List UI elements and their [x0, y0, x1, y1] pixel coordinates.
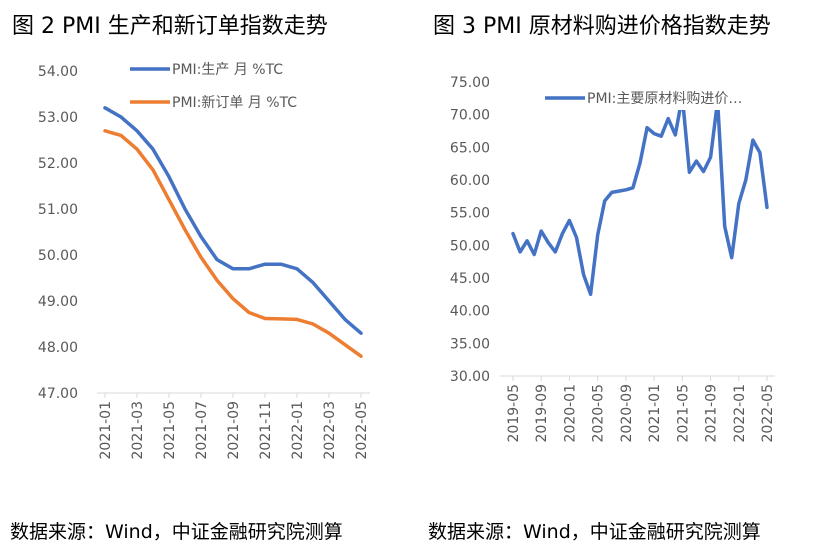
legend-label-1: PMI:生产 月 %TC: [172, 62, 283, 78]
x-tick-label-left: 2021-03: [130, 401, 146, 460]
series-line-raw-material: [511, 94, 769, 297]
chart-title-right: 图 3 PMI 原材料购进价格指数走势: [433, 14, 771, 39]
x-tick-label-right: 2020-05: [591, 384, 607, 443]
series-line-1: [103, 106, 363, 335]
x-tick-label-right: 2019-05: [506, 384, 522, 443]
y-tick-label-left: 47.00: [38, 386, 78, 402]
y-tick-label-left: 53.00: [38, 110, 78, 126]
y-tick-label-left: 51.00: [38, 202, 78, 218]
y-tick-label-right: 40.00: [450, 304, 490, 320]
chart-raw-material-price: 75.00 70.00 65.00 60.00 55.00 50.00 45.00 40.00…: [449, 75, 779, 443]
x-tick-label-left: 2021-01: [98, 401, 114, 460]
y-tick-label-left: 48.00: [38, 340, 78, 356]
x-tick-label-right: 2021-01: [647, 384, 663, 443]
legend-label-raw-material: PMI:主要原材料购进价…: [587, 91, 742, 107]
x-tick-label-right: 2020-09: [619, 384, 635, 443]
x-tick-label-left: 2022-01: [290, 401, 306, 460]
x-tick-label-right: 2021-05: [675, 384, 691, 443]
x-tick-label-left: 2022-05: [354, 401, 370, 460]
x-tick-label-right: 2022-05: [760, 384, 776, 443]
source-note-right: 数据来源：Wind，中证金融研究院测算: [428, 521, 761, 543]
legend-background: [582, 88, 779, 110]
y-tick-label-right: 65.00: [450, 140, 490, 156]
x-tick-label-left: 2021-05: [162, 401, 178, 460]
legend-label-2: PMI:新订单 月 %TC: [172, 95, 297, 111]
x-tick-label-right: 2022-01: [732, 384, 748, 443]
x-tick-label-left: 2022-03: [322, 401, 338, 460]
y-tick-label-right: 60.00: [450, 173, 490, 189]
y-tick-label-right: 45.00: [450, 271, 490, 287]
series-line-2: [103, 129, 363, 358]
y-tick-label-right: 50.00: [450, 238, 490, 254]
y-tick-label-left: 54.00: [38, 64, 78, 80]
y-tick-label-left: 52.00: [38, 156, 78, 172]
x-tick-label-left: 2021-07: [194, 401, 210, 460]
x-tick-label-left: 2021-11: [258, 401, 274, 460]
x-tick-label-right: 2019-09: [534, 384, 550, 443]
y-tick-label-left: 49.00: [38, 294, 78, 310]
chart-title-left: 图 2 PMI 生产和新订单指数走势: [12, 14, 328, 39]
y-tick-label-right: 70.00: [450, 108, 490, 124]
x-tick-label-right: 2020-01: [562, 384, 578, 443]
y-tick-label-left: 50.00: [38, 248, 78, 264]
x-tick-label-left: 2021-09: [226, 401, 242, 460]
y-tick-label-right: 30.00: [450, 369, 490, 385]
source-note-left: 数据来源：Wind，中证金融研究院测算: [10, 521, 343, 543]
chart-production-new-orders: 54.00 53.00 52.00 51.00 50.00 49.00 48.00 47.00…: [38, 62, 370, 460]
y-tick-label-right: 75.00: [450, 75, 490, 91]
x-tick-label-right: 2021-09: [704, 384, 720, 443]
y-tick-label-right: 55.00: [450, 206, 490, 222]
y-tick-label-right: 35.00: [450, 336, 490, 352]
